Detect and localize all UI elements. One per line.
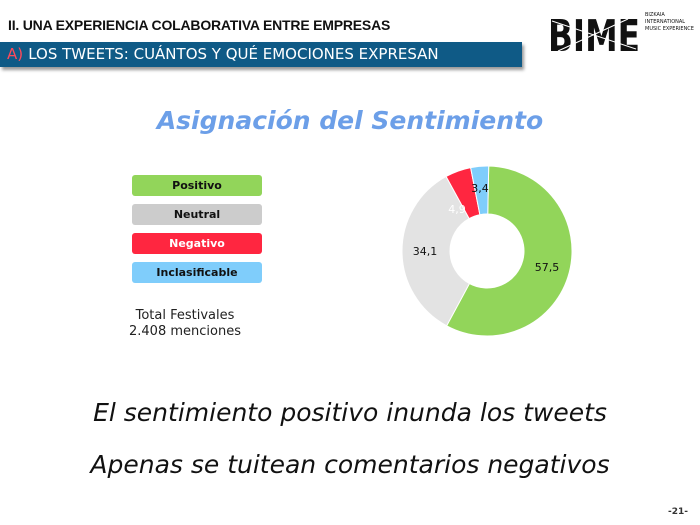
bime-logo-mark: BIME [548,11,640,56]
subsection-banner: A) LOS TWEETS: CUÁNTOS Y QUÉ EMOCIONES E… [0,42,522,67]
tagline-line: MUSIC EXPERIENCE [645,26,694,32]
data-label-neutral: 34,1 [413,245,438,258]
subsection-title: LOS TWEETS: CUÁNTOS Y QUÉ EMOCIONES EXPR… [28,45,439,63]
chart-title: Asignación del Sentimiento [156,106,544,135]
data-label-negativo: 4,9 [448,203,466,216]
total-line1: Total Festivales [135,308,235,323]
conclusion-1: El sentimiento positivo inunda los tweet… [93,398,607,427]
bime-logo: BIME BIZKAIA INTERNATIONAL MUSIC EXPERIE… [548,10,694,56]
donut-chart: 57,5 34,1 4,9 3,4 [401,165,573,337]
total-mentions: Total Festivales 2.408 menciones [120,308,250,340]
slice-inclasificable [470,165,490,216]
legend-inclasificable: Inclasificable [132,262,262,283]
data-label-inclasificable: 3,4 [471,182,489,195]
legend-positivo: Positivo [132,175,262,196]
slice-neutral [401,175,471,327]
data-label-positivo: 57,5 [535,261,560,274]
logo-tagline: BIZKAIA INTERNATIONAL MUSIC EXPERIENCE [645,12,694,33]
tagline-line: BIZKAIA [645,12,665,18]
slice-positivo [445,165,573,337]
conclusion-2: Apenas se tuitean comentarios negativos [90,450,610,479]
legend-neutral: Neutral [132,204,262,225]
page-number: -21- [668,507,688,517]
legend-negativo: Negativo [132,233,262,254]
total-line2: 2.408 menciones [129,324,241,339]
tagline-line: INTERNATIONAL [645,19,686,25]
section-title: II. UNA EXPERIENCIA COLABORATIVA ENTRE E… [8,17,391,33]
subsection-prefix: A) [7,45,24,63]
